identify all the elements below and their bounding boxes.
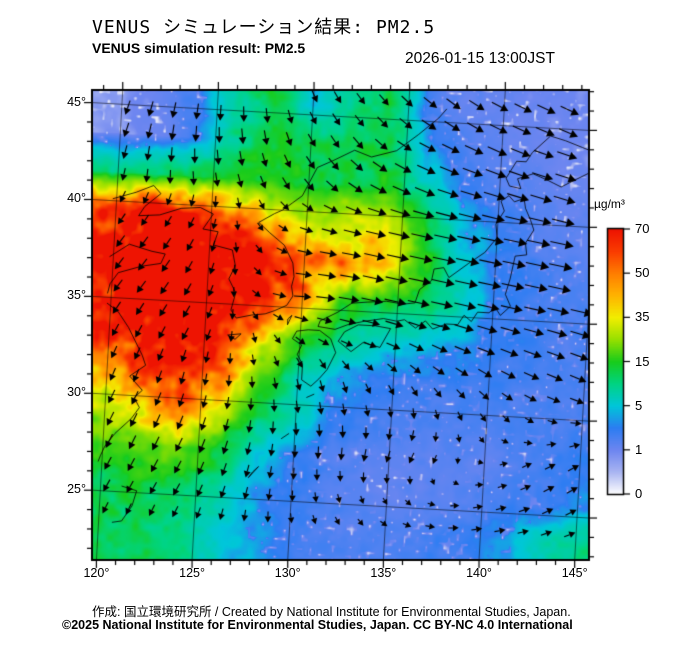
copyright-line: ©2025 National Institute for Environment… — [62, 618, 573, 632]
lon-tick-label: 125° — [179, 566, 205, 580]
lon-tick-label: 135° — [370, 566, 397, 580]
lat-tick-label: 25° — [67, 482, 86, 497]
lat-tick-label: 30° — [67, 385, 86, 400]
colorbar-tick-label: 15 — [635, 353, 650, 369]
lat-tick-label: 40° — [67, 191, 86, 206]
page-title-japanese: VENUS シミュレーション結果: PM2.5 — [92, 17, 436, 38]
colorbar-tick-label: 50 — [635, 265, 650, 281]
credit-line: 作成: 国立環境研究所 / Created by National Instit… — [92, 605, 571, 619]
lon-tick-label: 120° — [83, 566, 110, 580]
colorbar-tick-label: 70 — [635, 221, 650, 236]
lon-tick-label: 140° — [466, 566, 492, 580]
colorbar-unit-label: µg/m³ — [594, 197, 625, 211]
colorbar-tick-label: 0 — [635, 486, 643, 501]
lon-tick-label: 130° — [274, 566, 301, 580]
lat-tick-label: 35° — [67, 288, 86, 303]
colorbar-tick-label: 1 — [635, 441, 643, 457]
colorbar-tick-label: 35 — [635, 309, 650, 325]
lat-tick-label: 45° — [67, 94, 86, 109]
lon-tick-label: 145° — [561, 566, 588, 580]
colorbar-tick-label: 5 — [635, 397, 643, 413]
timestamp: 2026-01-15 13:00JST — [405, 50, 555, 67]
page-title-english: VENUS simulation result: PM2.5 — [92, 40, 306, 56]
